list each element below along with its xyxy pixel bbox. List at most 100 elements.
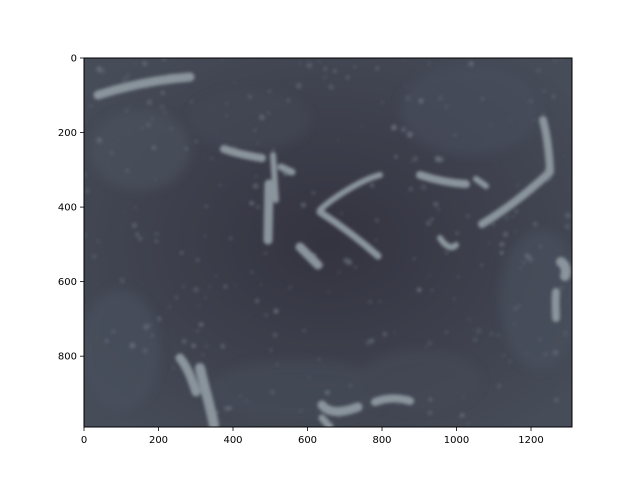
speckle bbox=[514, 230, 517, 233]
speckle bbox=[129, 342, 136, 349]
speckle bbox=[471, 328, 474, 331]
speckle bbox=[275, 363, 279, 366]
speckle bbox=[375, 239, 378, 242]
speckle bbox=[125, 168, 129, 173]
speckle bbox=[375, 66, 380, 71]
speckle bbox=[140, 126, 144, 130]
speckle bbox=[402, 60, 405, 62]
speckle bbox=[194, 139, 198, 144]
speckle bbox=[538, 337, 542, 342]
speckle bbox=[146, 99, 153, 105]
speckle bbox=[325, 390, 330, 395]
speckle bbox=[160, 90, 165, 96]
speckle bbox=[129, 106, 131, 109]
speckle bbox=[196, 258, 199, 262]
speckle bbox=[516, 183, 519, 187]
speckle bbox=[271, 148, 275, 152]
y-tick-label: 800 bbox=[58, 352, 77, 363]
speckle bbox=[196, 329, 200, 333]
speckle bbox=[204, 204, 209, 209]
speckle bbox=[104, 339, 109, 343]
speckle bbox=[323, 75, 327, 79]
speckle bbox=[488, 241, 491, 244]
speckle bbox=[337, 415, 341, 419]
speckle bbox=[462, 396, 464, 399]
speckle bbox=[258, 114, 265, 121]
speckle bbox=[154, 239, 158, 243]
speckle bbox=[96, 239, 100, 244]
speckle bbox=[428, 397, 433, 402]
speckle bbox=[433, 201, 439, 207]
speckle bbox=[412, 156, 418, 162]
speckle bbox=[406, 131, 413, 138]
speckle bbox=[519, 266, 522, 269]
speckle bbox=[331, 421, 334, 424]
speckle bbox=[472, 337, 478, 343]
background-texture bbox=[84, 65, 572, 420]
speckle bbox=[542, 89, 546, 93]
x-tick-label: 200 bbox=[149, 435, 168, 446]
speckle bbox=[553, 397, 560, 403]
speckle bbox=[249, 201, 254, 206]
speckle bbox=[147, 323, 152, 328]
speckle bbox=[434, 156, 441, 162]
speckle bbox=[532, 118, 535, 122]
speckle bbox=[126, 73, 130, 78]
x-axis: 0 200 400 600 800 1000 1200 bbox=[81, 427, 544, 446]
speckle bbox=[481, 97, 484, 101]
speckle bbox=[457, 275, 460, 278]
speckle bbox=[204, 296, 207, 300]
speckle bbox=[513, 323, 516, 326]
speckle bbox=[201, 354, 205, 357]
speckle bbox=[198, 322, 204, 327]
speckle bbox=[504, 215, 509, 220]
speckle bbox=[551, 94, 556, 99]
speckle bbox=[223, 284, 228, 289]
speckle bbox=[320, 226, 323, 228]
speckle bbox=[455, 231, 460, 236]
speckle bbox=[300, 202, 306, 208]
speckle bbox=[172, 366, 175, 370]
speckle bbox=[453, 133, 457, 137]
speckle bbox=[146, 122, 151, 128]
speckle bbox=[96, 137, 103, 144]
speckle bbox=[346, 259, 353, 266]
speckle bbox=[244, 399, 248, 403]
speckle bbox=[566, 300, 569, 303]
speckle bbox=[225, 102, 229, 105]
speckle bbox=[489, 123, 493, 127]
speckle bbox=[162, 58, 167, 61]
speckle bbox=[532, 221, 538, 227]
speckle bbox=[525, 352, 528, 355]
speckle bbox=[150, 117, 154, 120]
speckle bbox=[349, 384, 352, 387]
speckle bbox=[508, 360, 512, 364]
speckle bbox=[306, 62, 313, 68]
speckle bbox=[247, 94, 253, 99]
y-tick-label: 0 bbox=[71, 54, 77, 65]
speckle bbox=[318, 60, 321, 63]
speckle bbox=[253, 128, 257, 132]
speckle bbox=[369, 338, 375, 344]
speckle bbox=[234, 284, 237, 286]
speckle bbox=[340, 212, 343, 215]
speckle bbox=[368, 300, 373, 304]
speckle bbox=[541, 112, 545, 116]
speckle bbox=[445, 105, 448, 108]
speckle bbox=[238, 394, 242, 398]
speckle bbox=[250, 270, 254, 274]
speckle bbox=[220, 344, 225, 349]
speckle bbox=[528, 98, 534, 104]
speckle bbox=[560, 58, 563, 61]
speckle bbox=[184, 147, 188, 151]
x-tick-label: 600 bbox=[298, 435, 317, 446]
speckle bbox=[480, 263, 484, 267]
speckle bbox=[503, 231, 509, 237]
speckle bbox=[495, 333, 501, 338]
speckle bbox=[117, 138, 120, 141]
speckle bbox=[453, 297, 456, 300]
speckle bbox=[121, 76, 128, 83]
speckle bbox=[84, 233, 88, 237]
speckle bbox=[224, 406, 229, 412]
speckle bbox=[476, 328, 482, 334]
